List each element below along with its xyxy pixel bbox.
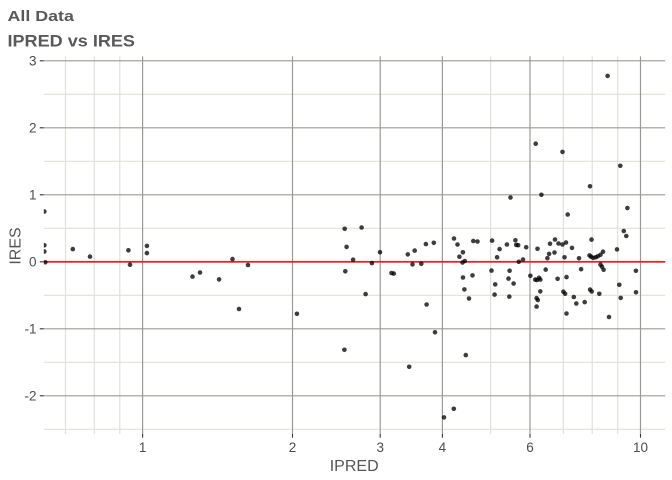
svg-text:6: 6 (526, 440, 534, 455)
svg-text:10: 10 (633, 440, 648, 455)
svg-text:2: 2 (29, 121, 37, 136)
svg-text:IRES: IRES (8, 227, 25, 264)
svg-text:-2: -2 (24, 389, 36, 404)
svg-text:1: 1 (29, 188, 37, 203)
svg-text:1: 1 (139, 440, 147, 455)
svg-text:2: 2 (289, 440, 297, 455)
svg-text:3: 3 (29, 54, 37, 69)
svg-text:3: 3 (376, 440, 384, 455)
svg-text:0: 0 (29, 255, 37, 270)
svg-text:-1: -1 (24, 322, 36, 337)
svg-text:4: 4 (439, 440, 447, 455)
svg-text:IPRED: IPRED (330, 458, 379, 475)
svg-text:IPRED vs IRES: IPRED vs IRES (8, 31, 135, 50)
svg-text:All Data: All Data (7, 8, 74, 24)
